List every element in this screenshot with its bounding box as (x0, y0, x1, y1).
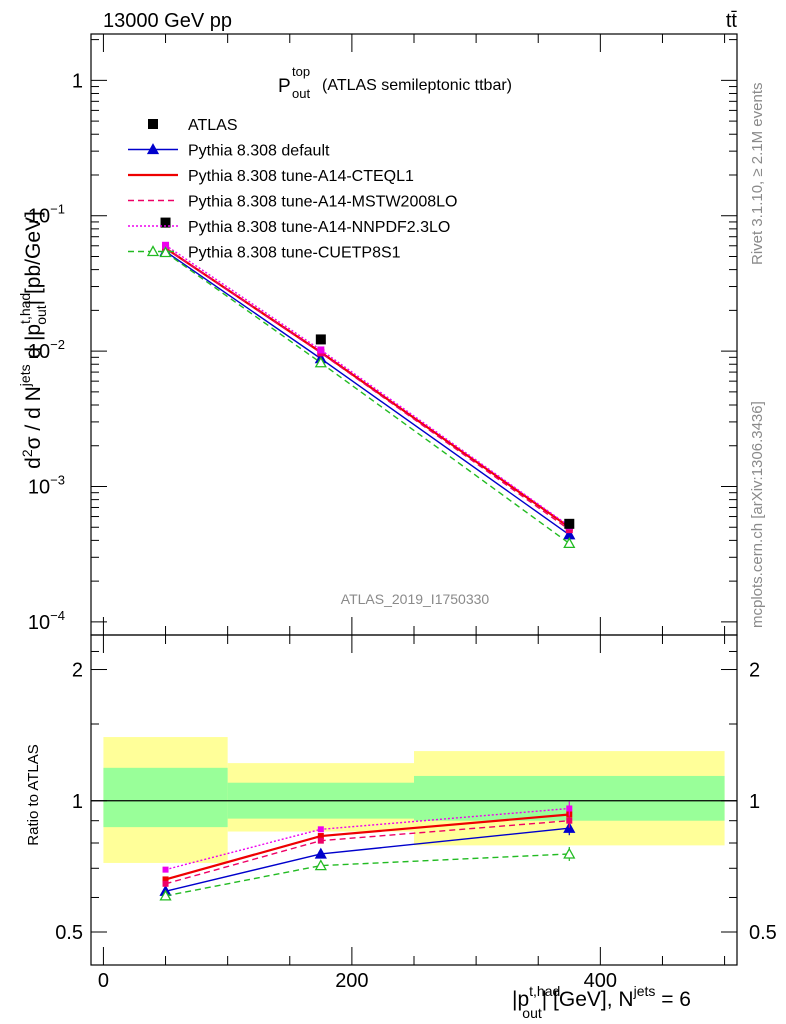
svg-text:d2σ / d Njets d |pt,hadout| [p: d2σ / d Njets d |pt,hadout| [pb/GeV] (17, 211, 49, 469)
main-series-marker-4 (563, 537, 576, 549)
plot-title-sup: top (292, 64, 310, 79)
x-axis-label: |pt,had out| [GeV], Njets = 6 (512, 983, 691, 1021)
legend-item-1: Pythia 8.308 default (128, 143, 330, 160)
main-series-line-0 (165, 250, 570, 536)
svg-text:|pt,hadout| [GeV], Njets = 6: |pt,had out| [GeV], Njets = 6 (512, 983, 691, 1021)
x-tick-label: 400 (584, 970, 617, 992)
data-point (564, 518, 575, 529)
legend-label: Pythia 8.308 tune-A14-CTEQL1 (188, 168, 414, 185)
ratio-plot: 2 2 1 1 0.5 0.5 0 200 400 (55, 634, 777, 992)
main-y-tick-label: 10−4 (28, 608, 65, 634)
ratio-series-marker-2 (162, 880, 169, 887)
data-point (315, 334, 326, 345)
legend-item-3: Pythia 8.308 tune-A14-MSTW2008LO (128, 194, 457, 211)
main-series-marker-2 (565, 526, 573, 534)
ratio-series-marker-3 (317, 826, 324, 833)
ratio-series-marker-4 (159, 889, 172, 901)
data-point (160, 217, 171, 228)
legend-item-5: Pythia 8.308 tune-CUETP8S1 (128, 245, 401, 262)
ratio-series-marker-0 (314, 847, 327, 859)
main-series-line-1 (164, 247, 570, 529)
process-label: tt̄ (726, 10, 738, 32)
legend-label: Pythia 8.308 tune-A14-MSTW2008LO (188, 194, 457, 211)
ratio-series-marker-2 (317, 837, 324, 844)
ratio-series-marker-3 (566, 805, 573, 812)
ratio-y-tick-label-right: 0.5 (749, 922, 777, 944)
ratio-series-marker-0 (563, 821, 576, 833)
main-y-tick-label: 10−1 (28, 202, 65, 228)
plot-title: P top out (ATLAS semileptonic ttbar) (278, 64, 512, 101)
plot-title-main: P (278, 76, 291, 97)
legend-item-4: Pythia 8.308 tune-A14-NNPDF2.3LO (128, 219, 450, 236)
legend-label: Pythia 8.308 tune-CUETP8S1 (188, 245, 401, 262)
main-series-line-2 (165, 247, 570, 531)
x-tick-label: 200 (335, 970, 368, 992)
rivet-label: Rivet 3.1.10, ≥ 2.1M events (749, 83, 766, 266)
legend-label: ATLAS (188, 117, 238, 134)
main-series-line-4 (165, 251, 570, 544)
legend: ATLAS Pythia 8.308 default Pythia 8.308 tu… (128, 117, 457, 262)
ratio-series-marker-1 (317, 833, 324, 840)
site-label: mcplots.cern.ch [arXiv:1306.3436] (749, 401, 766, 628)
main-y-tick-label: 1 (72, 70, 83, 92)
plot-title-sub: out (292, 86, 310, 101)
ratio-series-marker-1 (162, 876, 169, 883)
ratio-band-inner-0 (103, 767, 228, 828)
ratio-y-tick-label-right: 1 (749, 791, 760, 813)
main-series-marker-3 (162, 241, 170, 249)
x-tick-label: 0 (98, 970, 109, 992)
main-y-label: d2σ / d Njets d |pt,hadout| [pb/GeV] (17, 211, 49, 469)
main-y-tick-label: 10−3 (28, 472, 65, 498)
legend-label: Pythia 8.308 tune-A14-NNPDF2.3LO (188, 219, 450, 236)
main-series-marker-3 (317, 346, 325, 354)
energy-label: 13000 GeV pp (103, 10, 232, 32)
legend-item-2: Pythia 8.308 tune-A14-CTEQL1 (128, 168, 414, 185)
ratio-y-tick-label: 1 (72, 791, 83, 813)
analysis-label: ATLAS_2019_I1750330 (341, 591, 490, 607)
legend-label: Pythia 8.308 default (188, 143, 330, 160)
ratio-series-marker-2 (566, 817, 573, 824)
ratio-series-marker-4 (563, 847, 576, 859)
legend-marker (146, 143, 160, 155)
ratio-y-label: Ratio to ATLAS (25, 744, 42, 845)
ratio-series-line-4 (165, 853, 570, 897)
legend-marker (146, 245, 160, 257)
ratio-y-tick-label-right: 2 (749, 660, 760, 682)
ratio-series-marker-3 (162, 866, 169, 873)
ratio-series-marker-4 (314, 859, 327, 871)
plot-title-rest: (ATLAS semileptonic ttbar) (322, 77, 512, 94)
ratio-y-tick-label: 0.5 (55, 922, 83, 944)
legend-marker (148, 119, 158, 129)
main-series-marker-4 (314, 356, 327, 368)
legend-item-0: ATLAS (148, 117, 238, 134)
ratio-y-tick-label: 2 (72, 660, 83, 682)
